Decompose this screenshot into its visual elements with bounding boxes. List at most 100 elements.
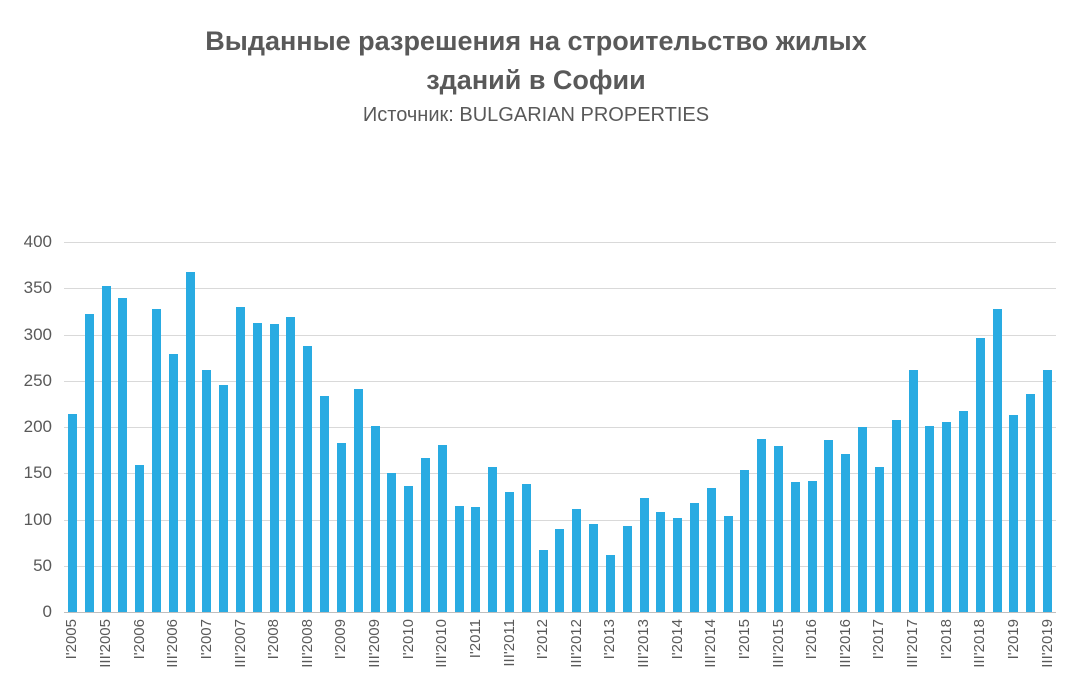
bar-slot bbox=[131, 242, 148, 612]
bar-slot bbox=[905, 242, 922, 612]
bar-slot bbox=[871, 242, 888, 612]
x-axis-tick-label: III'2008 bbox=[298, 619, 316, 668]
bar bbox=[336, 442, 346, 612]
bar-slot bbox=[955, 242, 972, 612]
bar bbox=[723, 515, 733, 612]
bar-slot bbox=[232, 242, 249, 612]
bar bbox=[185, 271, 195, 612]
plot-area bbox=[64, 242, 1056, 613]
bar-slot bbox=[770, 242, 787, 612]
bar-slot bbox=[1006, 242, 1023, 612]
x-axis: I'2005 III'2005 I'2006 III'2006 I'2007 III'20… bbox=[63, 619, 1056, 695]
bar bbox=[454, 505, 464, 612]
chart-title-line2: зданий в Софии bbox=[426, 65, 646, 96]
x-axis-tick-label: III'2010 bbox=[433, 619, 451, 668]
bar-slot bbox=[686, 242, 703, 612]
bar bbox=[118, 297, 128, 612]
bar-slot bbox=[989, 242, 1006, 612]
x-axis-tick-label: III'2016 bbox=[836, 619, 854, 668]
bar bbox=[521, 484, 531, 612]
bar-slot bbox=[938, 242, 955, 612]
bar bbox=[605, 554, 615, 612]
x-axis-tick-label: III'2019 bbox=[1038, 619, 1056, 668]
bar bbox=[84, 314, 94, 612]
bar-slot bbox=[552, 242, 569, 612]
bar-slot bbox=[921, 242, 938, 612]
bar bbox=[404, 486, 414, 612]
bar-slot bbox=[568, 242, 585, 612]
gridline bbox=[64, 242, 1056, 243]
x-axis-tick-label: I'2015 bbox=[735, 619, 753, 660]
bar bbox=[992, 308, 1002, 612]
bar bbox=[908, 369, 918, 612]
bar bbox=[757, 439, 767, 612]
bar-slot bbox=[585, 242, 602, 612]
chart-title-line1: Выданные разрешения на строительство жил… bbox=[205, 26, 867, 56]
chart-title: Выданные разрешения на строительство жил… bbox=[0, 22, 1072, 100]
bar-slot bbox=[165, 242, 182, 612]
y-axis-tick-label: 350 bbox=[23, 278, 52, 298]
x-axis-tick-label: I'2012 bbox=[534, 619, 552, 660]
bar bbox=[168, 353, 178, 612]
bar-slot bbox=[888, 242, 905, 612]
bar-slot bbox=[669, 242, 686, 612]
x-axis-tick-label: I'2011 bbox=[466, 619, 484, 659]
x-axis-tick-label: III'2005 bbox=[97, 619, 115, 668]
bar-slot bbox=[316, 242, 333, 612]
bar-chart: 0 50 100 150 200 250 300 350 400 I'2005 III'2005 I… bbox=[0, 217, 1072, 695]
bar bbox=[572, 509, 582, 612]
bar-slot bbox=[837, 242, 854, 612]
chart-subtitle: Источник: BULGARIAN PROPERTIES bbox=[362, 104, 710, 127]
bar-slot bbox=[753, 242, 770, 612]
bar-slot bbox=[787, 242, 804, 612]
bar-slot bbox=[333, 242, 350, 612]
gridline bbox=[64, 380, 1056, 382]
x-axis-tick-label: III'2013 bbox=[635, 619, 653, 668]
bar bbox=[437, 444, 447, 612]
bar bbox=[706, 488, 716, 612]
x-axis-tick-label: I'2017 bbox=[870, 619, 888, 660]
bar bbox=[1009, 414, 1019, 612]
x-axis-tick-label: III'2012 bbox=[567, 619, 585, 668]
y-axis-tick-label: 0 bbox=[42, 602, 52, 621]
x-axis-tick-label: III'2014 bbox=[702, 619, 720, 668]
bar bbox=[774, 445, 784, 612]
bar bbox=[135, 464, 145, 612]
bar-slot bbox=[720, 242, 737, 612]
bar bbox=[858, 427, 868, 612]
bar-slot bbox=[535, 242, 552, 612]
x-axis-tick-label: I'2008 bbox=[265, 619, 283, 660]
x-axis-tick-label: III'2011 bbox=[500, 619, 518, 667]
bar bbox=[420, 457, 430, 612]
bar-slot bbox=[98, 242, 115, 612]
x-axis-tick-label: III'2009 bbox=[366, 619, 384, 668]
y-axis: 0 50 100 150 200 250 300 350 400 bbox=[0, 217, 52, 695]
x-axis-tick-label: III'2017 bbox=[904, 619, 922, 668]
bar-slot bbox=[434, 242, 451, 612]
bar bbox=[673, 517, 683, 612]
bar-slot bbox=[602, 242, 619, 612]
x-axis-tick-label: I'2016 bbox=[803, 619, 821, 660]
x-axis-tick-label: III'2015 bbox=[769, 619, 787, 668]
bar-slot bbox=[501, 242, 518, 612]
bar bbox=[151, 308, 161, 612]
x-axis-tick-label: III'2018 bbox=[971, 619, 989, 668]
bar-slot bbox=[804, 242, 821, 612]
bar bbox=[958, 411, 968, 612]
bar-slot bbox=[64, 242, 81, 612]
bar-slot bbox=[468, 242, 485, 612]
x-axis-tick-label: I'2018 bbox=[937, 619, 955, 660]
bar bbox=[505, 491, 515, 612]
bar bbox=[622, 525, 632, 612]
x-axis-tick-label: I'2007 bbox=[197, 619, 215, 660]
x-axis-tick-label: I'2014 bbox=[668, 619, 686, 660]
bar bbox=[252, 323, 262, 612]
bar bbox=[975, 338, 985, 612]
bar bbox=[891, 419, 901, 612]
bar-slot bbox=[367, 242, 384, 612]
chart-page: Выданные разрешения на строительство жил… bbox=[0, 22, 1072, 695]
x-axis-tick-label: I'2019 bbox=[1004, 619, 1022, 660]
bar bbox=[1043, 369, 1053, 612]
gridline bbox=[64, 334, 1056, 336]
gridline bbox=[64, 519, 1056, 521]
